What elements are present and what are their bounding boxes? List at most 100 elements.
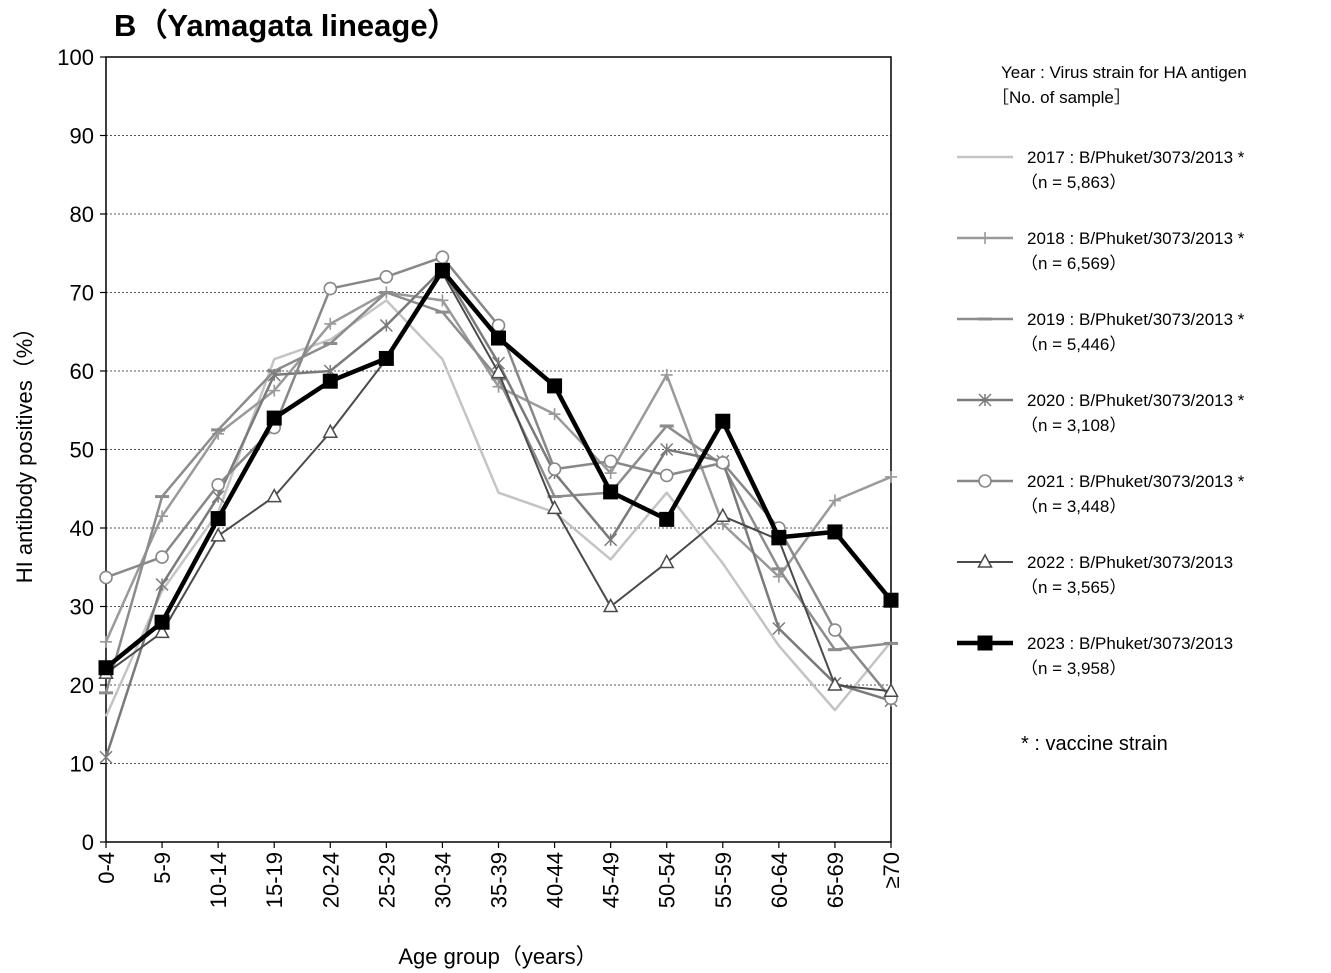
legend-sample-size: （n = 3,448） xyxy=(1021,497,1126,516)
data-point-marker xyxy=(546,499,563,515)
legend-header-line2: ［No. of sample］ xyxy=(992,88,1131,107)
legend-label: 2017 : B/Phuket/3073/2013 * xyxy=(1027,148,1245,167)
legend-label: 2022 : B/Phuket/3073/2013 xyxy=(1027,553,1233,572)
x-axis-ticks: 0-4 5-9 10-14 15-19 20-24 25-29 30-34 35-39 40-4… xyxy=(94,842,904,908)
y-tick-label: 70 xyxy=(70,281,94,306)
data-point-marker xyxy=(885,470,897,483)
legend-label: 2021 : B/Phuket/3073/2013 * xyxy=(1027,472,1245,491)
data-point-marker xyxy=(100,635,112,648)
x-axis-label: Age group（years） xyxy=(398,944,597,969)
x-tick-label: 30-34 xyxy=(430,852,455,908)
x-tick-label: 10-14 xyxy=(206,852,231,908)
x-tick-label: 65-69 xyxy=(823,852,848,908)
series-2021 xyxy=(99,250,898,706)
data-point-marker xyxy=(604,467,617,480)
data-point-marker xyxy=(211,478,225,492)
data-point-marker xyxy=(828,494,841,507)
data-point-marker xyxy=(322,373,338,389)
legend-footnote: * : vaccine strain xyxy=(1021,733,1168,755)
legend-item: 2022 : B/Phuket/3073/2013 （n = 3,565） xyxy=(957,553,1233,597)
data-point-marker xyxy=(658,553,675,569)
legend-item: 2021 : B/Phuket/3073/2013 * （n = 3,448） xyxy=(957,472,1245,516)
data-point-marker xyxy=(883,682,899,698)
data-point-marker xyxy=(490,363,507,379)
x-tick-label: 15-19 xyxy=(262,852,287,908)
data-point-marker xyxy=(604,533,618,547)
y-tick-label: 100 xyxy=(57,45,94,70)
data-point-marker xyxy=(99,750,113,764)
x-tick-label: 35-39 xyxy=(487,852,512,908)
legend-item: 2019 : B/Phuket/3073/2013 * （n = 5,446） xyxy=(957,310,1245,354)
legend-item: 2023 : B/Phuket/3073/2013 （n = 3,958） xyxy=(957,634,1233,678)
x-tick-label: ≥70 xyxy=(879,852,904,889)
data-point-marker xyxy=(322,423,339,438)
data-point-marker xyxy=(154,623,170,639)
data-point-marker xyxy=(154,614,170,630)
data-point-marker xyxy=(978,474,992,488)
data-point-marker xyxy=(828,623,842,637)
y-tick-label: 60 xyxy=(70,359,94,384)
y-tick-label: 90 xyxy=(70,124,94,149)
data-point-marker xyxy=(491,330,506,346)
x-tick-label: 60-64 xyxy=(767,852,792,908)
y-tick-label: 50 xyxy=(70,438,94,463)
data-point-marker xyxy=(211,490,225,504)
data-point-marker xyxy=(379,318,393,333)
data-point-marker xyxy=(436,294,449,307)
x-tick-label: 55-59 xyxy=(711,852,736,908)
data-point-marker xyxy=(659,511,675,527)
y-tick-label: 80 xyxy=(70,202,94,227)
y-tick-label: 20 xyxy=(70,673,94,698)
y-tick-label: 40 xyxy=(70,516,94,541)
data-point-marker xyxy=(547,378,563,394)
data-point-marker xyxy=(267,368,281,382)
data-point-marker xyxy=(603,484,619,500)
data-point-marker xyxy=(660,442,674,457)
data-point-marker xyxy=(979,232,991,244)
data-point-marker xyxy=(210,511,226,527)
legend-label: 2018 : B/Phuket/3073/2013 * xyxy=(1027,229,1245,248)
data-point-marker xyxy=(715,507,731,522)
data-point-marker xyxy=(323,281,338,296)
legend-sample-size: （n = 3,565） xyxy=(1021,578,1126,597)
data-point-marker xyxy=(378,350,394,366)
data-point-marker xyxy=(548,408,561,421)
legend-sample-size: （n = 6,569） xyxy=(1021,254,1126,273)
x-tick-label: 45-49 xyxy=(599,852,624,908)
data-point-marker xyxy=(602,597,619,613)
x-tick-label: 0-4 xyxy=(94,852,119,884)
legend-header-line1: Year : Virus strain for HA antigen xyxy=(1001,63,1247,82)
data-point-marker xyxy=(659,468,674,483)
y-tick-label: 10 xyxy=(70,752,94,777)
data-point-marker xyxy=(715,413,731,429)
legend-item: 2020 : B/Phuket/3073/2013 * （n = 3,108） xyxy=(957,391,1245,435)
y-axis-label: HI antibody positives（%） xyxy=(12,317,37,584)
series-2018 xyxy=(100,286,897,648)
data-point-marker xyxy=(827,524,843,540)
legend-label: 2020 : B/Phuket/3073/2013 * xyxy=(1027,391,1245,410)
data-point-marker xyxy=(978,393,992,407)
grid-lines xyxy=(106,135,891,764)
legend-item: 2018 : B/Phuket/3073/2013 * （n = 6,569） xyxy=(957,229,1245,273)
series-lines xyxy=(98,250,899,764)
legend-items: 2017 : B/Phuket/3073/2013 *（n = 5,863）20… xyxy=(957,148,1245,678)
data-point-marker xyxy=(268,384,281,397)
chart-title: B（Yamagata lineage） xyxy=(114,8,459,43)
data-point-marker xyxy=(715,456,730,470)
data-point-marker xyxy=(771,529,787,545)
data-point-marker xyxy=(156,510,169,523)
data-point-marker xyxy=(603,454,618,469)
legend: Year : Virus strain for HA antigen ［No. … xyxy=(957,63,1247,755)
x-tick-label: 50-54 xyxy=(655,852,680,908)
data-point-marker xyxy=(155,550,169,564)
data-point-marker xyxy=(435,250,450,264)
legend-label: 2023 : B/Phuket/3073/2013 xyxy=(1027,634,1233,653)
data-point-marker xyxy=(660,368,673,381)
data-point-marker xyxy=(99,570,113,585)
data-point-marker xyxy=(98,660,114,676)
data-point-marker xyxy=(547,462,562,476)
x-tick-label: 25-29 xyxy=(374,852,399,908)
x-tick-label: 5-9 xyxy=(150,852,175,884)
series-2017 xyxy=(104,299,892,717)
